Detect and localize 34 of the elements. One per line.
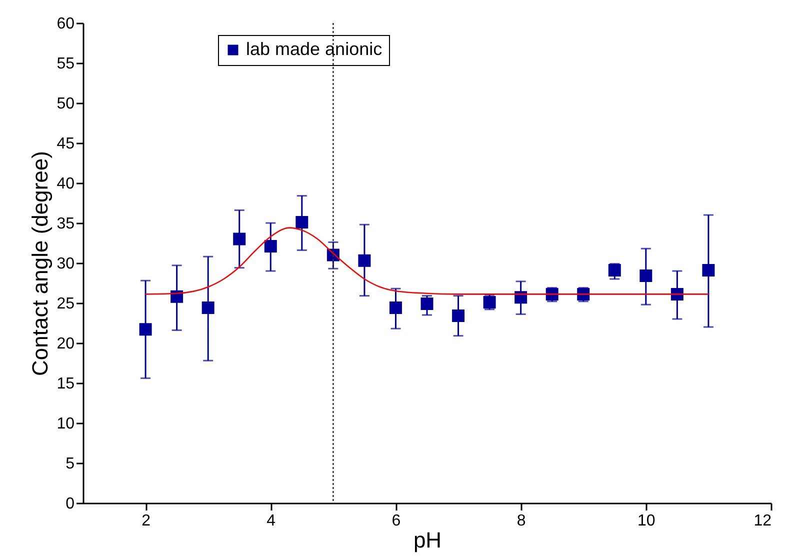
y-tick-label: 25 [56,296,75,312]
point [139,323,152,336]
y-tick-label: 55 [56,56,75,72]
point [452,310,465,322]
x-tick-label: 2 [142,512,151,530]
x-tick-label: 10 [638,512,656,530]
y-tick-label: 30 [56,256,75,272]
y-tick-label: 15 [56,376,75,392]
point [389,302,402,314]
point [233,232,246,246]
y-tick-label: 40 [56,176,75,192]
y-tick-label: 60 [56,16,75,32]
x-tick-label: 6 [392,512,401,530]
y-tick-label: 35 [56,216,75,232]
y-tick-label: 0 [66,496,75,512]
x-tick-label: 4 [266,512,276,530]
point [296,216,308,228]
point [702,264,715,276]
legend-label: lab made anionic [246,39,382,59]
x-tick-label: 8 [516,512,526,530]
point [608,264,621,276]
y-tick-label: 45 [56,136,75,152]
point [264,240,277,252]
point [202,302,214,314]
y-tick-label: 50 [56,96,75,112]
point [420,298,434,310]
y-tick-label: 10 [56,416,75,432]
point [358,254,371,267]
x-tick-label: 12 [754,512,772,530]
x-axis-title: pH [413,528,442,552]
y-axis-title: Contact angle (degree) [28,150,53,376]
y-tick-label: 20 [56,336,75,352]
point [640,270,652,282]
y-tick-label: 5 [66,456,75,472]
